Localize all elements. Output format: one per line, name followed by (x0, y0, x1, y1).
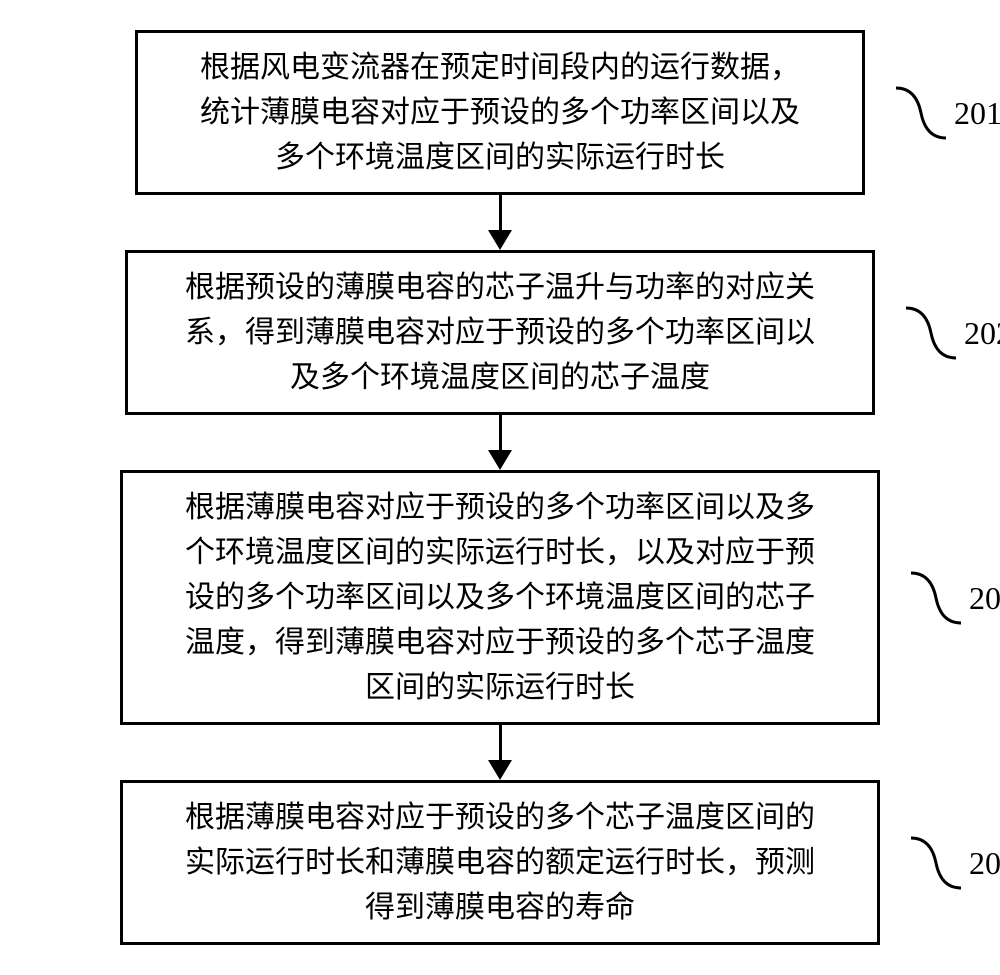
step-text: 根据薄膜电容对应于预设的多个芯子温度区间的 实际运行时长和薄膜电容的额定运行时长… (143, 795, 857, 930)
step-label: 202 (964, 309, 1000, 357)
connector-curve (911, 828, 961, 898)
connector-curve (906, 298, 956, 368)
flowchart-container: 根据风电变流器在预定时间段内的运行数据， 统计薄膜电容对应于预设的多个功率区间以… (70, 30, 930, 945)
connector-curve (911, 563, 961, 633)
step-label: 203 (969, 574, 1000, 622)
step-label: 201 (954, 89, 1000, 137)
arrow-2 (488, 415, 512, 470)
step-label-connector: 204 (911, 828, 1000, 898)
step-text: 根据薄膜电容对应于预设的多个功率区间以及多 个环境温度区间的实际运行时长，以及对… (143, 485, 857, 710)
step-label-connector: 201 (896, 78, 1000, 148)
step-label-connector: 203 (911, 563, 1000, 633)
connector-curve (896, 78, 946, 148)
flowchart-step-4: 根据薄膜电容对应于预设的多个芯子温度区间的 实际运行时长和薄膜电容的额定运行时长… (120, 780, 880, 945)
step-label: 204 (969, 839, 1000, 887)
step-text: 根据预设的薄膜电容的芯子温升与功率的对应关 系，得到薄膜电容对应于预设的多个功率… (148, 265, 852, 400)
step-label-connector: 202 (906, 298, 1000, 368)
arrow-3 (488, 725, 512, 780)
flowchart-step-3: 根据薄膜电容对应于预设的多个功率区间以及多 个环境温度区间的实际运行时长，以及对… (120, 470, 880, 725)
flowchart-step-2: 根据预设的薄膜电容的芯子温升与功率的对应关 系，得到薄膜电容对应于预设的多个功率… (125, 250, 875, 415)
step-text: 根据风电变流器在预定时间段内的运行数据， 统计薄膜电容对应于预设的多个功率区间以… (158, 45, 842, 180)
flowchart-step-1: 根据风电变流器在预定时间段内的运行数据， 统计薄膜电容对应于预设的多个功率区间以… (135, 30, 865, 195)
arrow-1 (488, 195, 512, 250)
